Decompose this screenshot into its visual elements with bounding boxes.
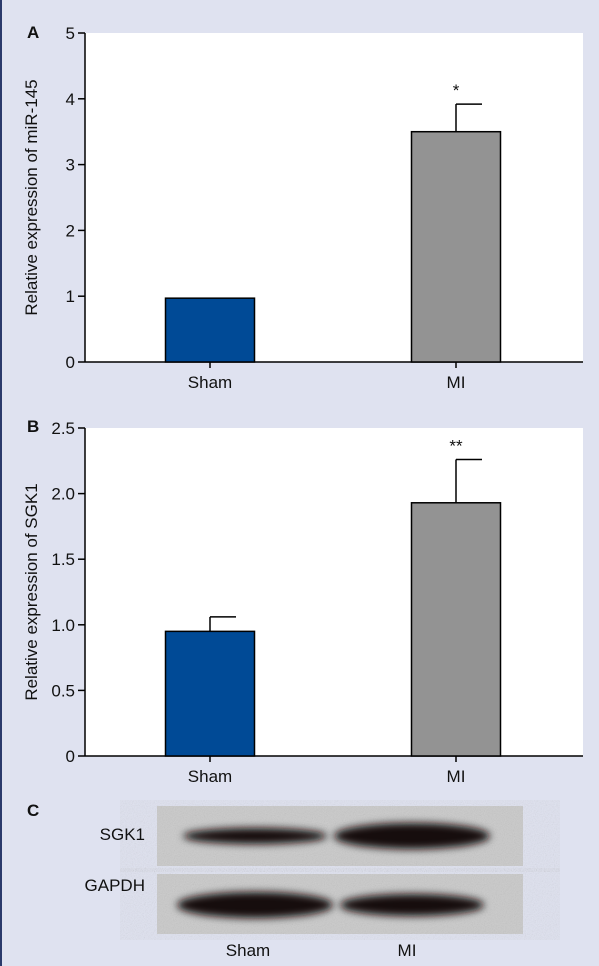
bar bbox=[412, 503, 501, 756]
y-tick-label: 0 bbox=[66, 353, 75, 372]
x-tick-label: Sham bbox=[188, 373, 232, 392]
bar bbox=[166, 631, 255, 756]
y-tick-label: 4 bbox=[66, 90, 75, 109]
significance-mark: * bbox=[453, 81, 460, 100]
blot-image bbox=[157, 806, 523, 934]
blot-row-label: GAPDH bbox=[85, 876, 145, 895]
y-tick-label: 0.5 bbox=[51, 681, 75, 700]
y-tick-label: 1.5 bbox=[51, 550, 75, 569]
y-axis-label: Relative expression of miR-145 bbox=[22, 79, 41, 315]
x-tick-label: Sham bbox=[188, 767, 232, 786]
panel-label: C bbox=[27, 801, 39, 820]
panel-label: A bbox=[27, 23, 39, 42]
x-tick-label: MI bbox=[447, 373, 466, 392]
y-tick-label: 5 bbox=[66, 24, 75, 43]
figure: C SGK1 GAPDH Sham MI A Relative expressio… bbox=[0, 0, 599, 966]
significance-mark: ** bbox=[449, 436, 463, 455]
y-tick-label: 0 bbox=[66, 747, 75, 766]
panel-label: B bbox=[27, 417, 39, 436]
y-tick-label: 2.0 bbox=[51, 485, 75, 504]
blot-row-label: SGK1 bbox=[100, 825, 145, 844]
bar bbox=[166, 298, 255, 362]
blot-column-label: MI bbox=[398, 941, 417, 960]
figure-svg: C SGK1 GAPDH Sham MI A Relative expressio… bbox=[0, 0, 599, 966]
y-tick-label: 2.5 bbox=[51, 419, 75, 438]
blot-column-label: Sham bbox=[226, 941, 270, 960]
y-axis-label: Relative expression of SGK1 bbox=[22, 483, 41, 700]
plot-area bbox=[85, 428, 583, 756]
y-tick-label: 3 bbox=[66, 156, 75, 175]
y-tick-label: 1 bbox=[66, 287, 75, 306]
x-tick-label: MI bbox=[447, 767, 466, 786]
plot-area bbox=[85, 33, 583, 362]
y-tick-label: 2 bbox=[66, 221, 75, 240]
y-tick-label: 1.0 bbox=[51, 616, 75, 635]
bar bbox=[412, 132, 501, 362]
